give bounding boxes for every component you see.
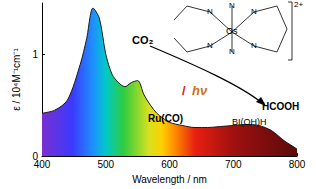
svg-text:N: N: [207, 41, 213, 50]
svg-text:700: 700: [225, 159, 242, 170]
svg-text:2+: 2+: [294, 0, 303, 9]
svg-text:N: N: [229, 1, 235, 10]
svg-text:BI(OH)H: BI(OH)H: [232, 117, 267, 127]
svg-text:N: N: [251, 7, 257, 16]
svg-text:hν: hν: [192, 83, 208, 98]
svg-text:0: 0: [32, 150, 38, 162]
svg-text:CO₂: CO₂: [132, 34, 154, 46]
svg-text:/: /: [182, 83, 186, 98]
svg-text:Os: Os: [226, 26, 238, 36]
svg-text:HCOOH: HCOOH: [262, 101, 299, 112]
svg-text:400: 400: [34, 159, 51, 170]
svg-text:Wavelength / nm: Wavelength / nm: [132, 174, 207, 185]
svg-text:N: N: [207, 7, 213, 16]
svg-text:Ru(CO): Ru(CO): [148, 113, 183, 124]
svg-text:ε / 10⁴M⁻¹cm⁻¹: ε / 10⁴M⁻¹cm⁻¹: [11, 48, 22, 111]
svg-text:N: N: [251, 41, 257, 50]
svg-text:800: 800: [289, 159, 306, 170]
svg-text:1: 1: [32, 49, 38, 60]
svg-text:500: 500: [97, 159, 114, 170]
svg-text:N: N: [229, 47, 235, 56]
svg-text:600: 600: [161, 159, 178, 170]
